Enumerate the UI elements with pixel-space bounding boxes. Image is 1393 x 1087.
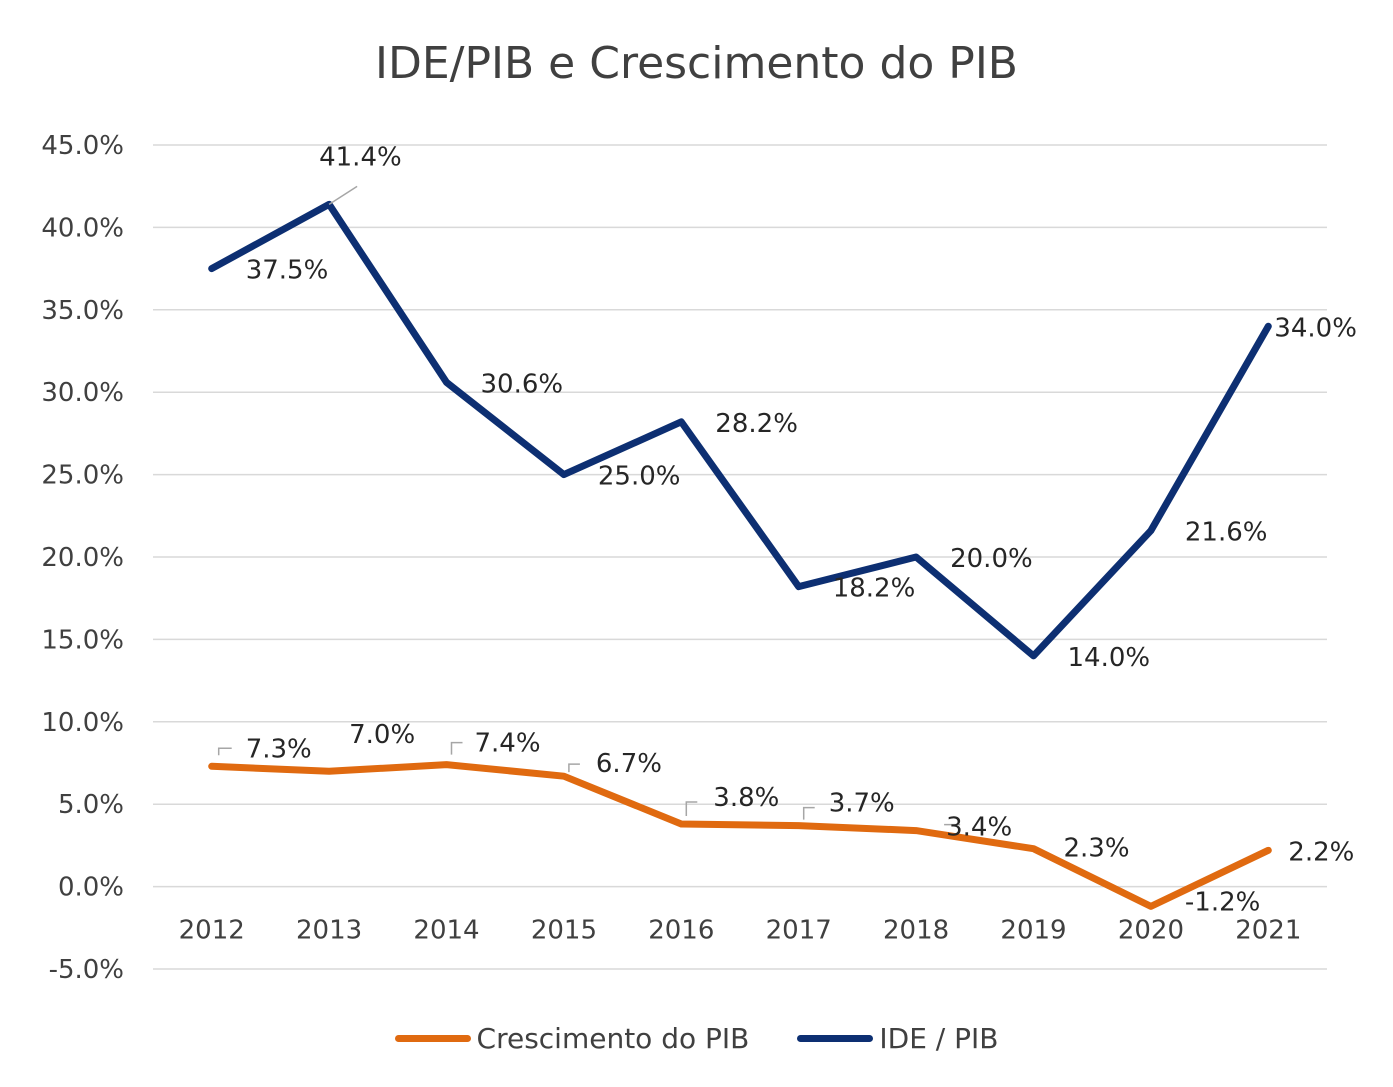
legend-label-ide: IDE / PIB xyxy=(879,1022,999,1055)
data-point xyxy=(1267,325,1269,327)
data-point xyxy=(1267,849,1269,851)
x-tick-label: 2021 xyxy=(1235,916,1301,946)
data-point xyxy=(915,556,917,558)
data-point xyxy=(798,825,800,827)
chart-title: IDE/PIB e Crescimento do PIB xyxy=(375,38,1018,89)
legend-swatch-crescimento xyxy=(394,1035,471,1042)
data-label: 3.4% xyxy=(946,813,1012,843)
y-tick-label: 40.0% xyxy=(41,213,124,243)
data-label: 34.0% xyxy=(1274,313,1357,343)
x-tick-label: 2018 xyxy=(883,916,949,946)
data-point xyxy=(915,830,917,832)
y-tick-label: 35.0% xyxy=(41,296,124,326)
x-tick-label: 2015 xyxy=(531,916,597,946)
data-point xyxy=(446,764,447,766)
x-tick-label: 2014 xyxy=(413,916,479,946)
data-label: 41.4% xyxy=(319,142,402,172)
y-tick-label: 25.0% xyxy=(41,461,124,491)
x-tick-label: 2013 xyxy=(296,916,362,946)
data-point xyxy=(1033,655,1034,657)
x-tick-label: 2012 xyxy=(179,916,245,946)
leader-line xyxy=(685,801,698,816)
data-label: 18.2% xyxy=(833,574,916,604)
y-tick-label: 5.0% xyxy=(58,790,124,820)
data-label: 25.0% xyxy=(598,462,681,492)
data-label: -1.2% xyxy=(1185,887,1260,917)
data-label: 30.6% xyxy=(481,369,564,399)
y-tick-label: 20.0% xyxy=(41,543,124,573)
x-tick-label: 2017 xyxy=(766,916,832,946)
data-point xyxy=(328,770,330,772)
x-tick-label: 2019 xyxy=(1000,916,1066,946)
data-label: 2.2% xyxy=(1288,837,1354,867)
data-label: 7.0% xyxy=(349,720,415,750)
leader-line xyxy=(568,763,580,773)
data-point xyxy=(680,421,682,423)
legend-item-ide: IDE / PIB xyxy=(797,1022,998,1055)
legend-label-crescimento: Crescimento do PIB xyxy=(476,1022,750,1055)
x-tick-label: 2020 xyxy=(1118,916,1184,946)
series-line-ide xyxy=(208,200,1272,660)
y-tick-label: 10.0% xyxy=(41,708,124,738)
data-point xyxy=(798,586,800,588)
data-label: 7.4% xyxy=(475,729,541,759)
data-label: 6.7% xyxy=(596,749,662,779)
data-label: 3.7% xyxy=(829,789,895,819)
y-tick-label: 0.0% xyxy=(58,873,124,903)
data-label: 3.8% xyxy=(713,783,779,813)
data-point xyxy=(563,775,565,777)
data-label: 28.2% xyxy=(715,409,798,439)
data-label: 2.3% xyxy=(1064,834,1130,864)
legend-swatch-ide xyxy=(797,1035,874,1042)
data-label: 14.0% xyxy=(1068,643,1151,673)
leader-line xyxy=(328,185,358,205)
y-tick-label: 15.0% xyxy=(41,625,124,655)
x-tick-label: 2016 xyxy=(648,916,714,946)
y-tick-label: 45.0% xyxy=(41,131,124,161)
data-point xyxy=(680,823,682,825)
data-point xyxy=(446,381,447,383)
legend: Crescimento do PIB IDE / PIB xyxy=(0,1022,1393,1055)
y-tick-label: 30.0% xyxy=(41,378,124,408)
data-point xyxy=(211,765,213,767)
data-label: 37.5% xyxy=(246,256,329,286)
data-point xyxy=(563,474,565,476)
data-label: 20.0% xyxy=(950,544,1033,574)
data-point xyxy=(1150,905,1152,907)
legend-item-crescimento: Crescimento do PIB xyxy=(394,1022,750,1055)
data-point xyxy=(211,268,213,270)
leader-line xyxy=(450,741,463,755)
data-point xyxy=(1033,848,1034,850)
series-line-crescimento xyxy=(208,761,1272,910)
data-label: 7.3% xyxy=(246,734,312,764)
data-label: 21.6% xyxy=(1185,518,1268,548)
data-point xyxy=(1150,530,1152,532)
leader-line xyxy=(217,747,232,756)
y-tick-label: -5.0% xyxy=(49,955,124,985)
leader-line xyxy=(802,806,815,820)
